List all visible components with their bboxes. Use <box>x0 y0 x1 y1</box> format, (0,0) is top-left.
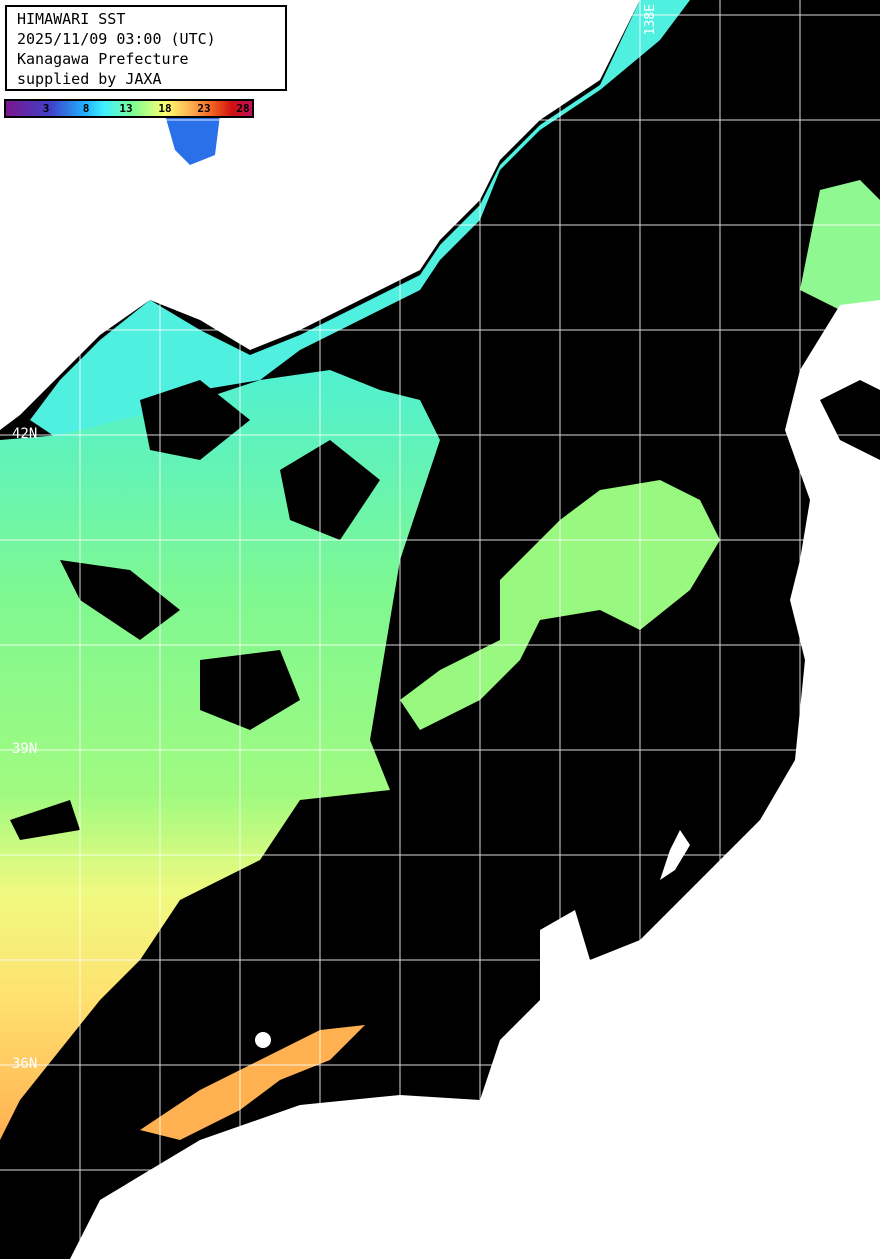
title-box: HIMAWARI SST 2025/11/09 03:00 (UTC) Kana… <box>5 5 287 91</box>
colorbar-tick: 28 <box>236 102 250 115</box>
land-japan <box>70 300 880 1259</box>
cloud-patch <box>280 440 380 540</box>
sst-northeast-patch <box>800 180 880 310</box>
lat-label-42n: 42N <box>12 426 38 442</box>
cloud-patch <box>200 650 300 730</box>
lat-label-36n: 36N <box>12 1056 38 1072</box>
colorbar: 3 8 13 18 23 28 <box>4 99 254 118</box>
colorbar-tick: 3 <box>42 102 50 115</box>
colorbar-tick: 23 <box>197 102 211 115</box>
cloud-patch <box>140 380 250 460</box>
colorbar-tick: 13 <box>119 102 133 115</box>
colorbar-tick: 8 <box>82 102 90 115</box>
lon-label-138e: 138E <box>643 4 658 36</box>
colorbar-tick: 18 <box>158 102 172 115</box>
title-line-supplier: supplied by JAXA <box>17 70 162 88</box>
title-line-datetime: 2025/11/09 03:00 (UTC) <box>17 30 216 48</box>
land-oki-island <box>255 1032 271 1048</box>
cloud-patch <box>60 560 180 640</box>
sst-southern-strip <box>140 1025 365 1140</box>
lat-label-39n: 39N <box>12 741 38 757</box>
sst-blue-patch <box>165 115 220 165</box>
cloud-patch <box>10 800 80 840</box>
title-line-product: HIMAWARI SST <box>17 10 126 28</box>
title-line-region: Kanagawa Prefecture <box>17 50 189 68</box>
sst-west-region <box>0 370 440 1140</box>
sea-bay <box>820 380 880 460</box>
